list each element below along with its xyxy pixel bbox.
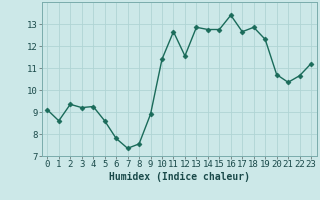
- X-axis label: Humidex (Indice chaleur): Humidex (Indice chaleur): [109, 172, 250, 182]
